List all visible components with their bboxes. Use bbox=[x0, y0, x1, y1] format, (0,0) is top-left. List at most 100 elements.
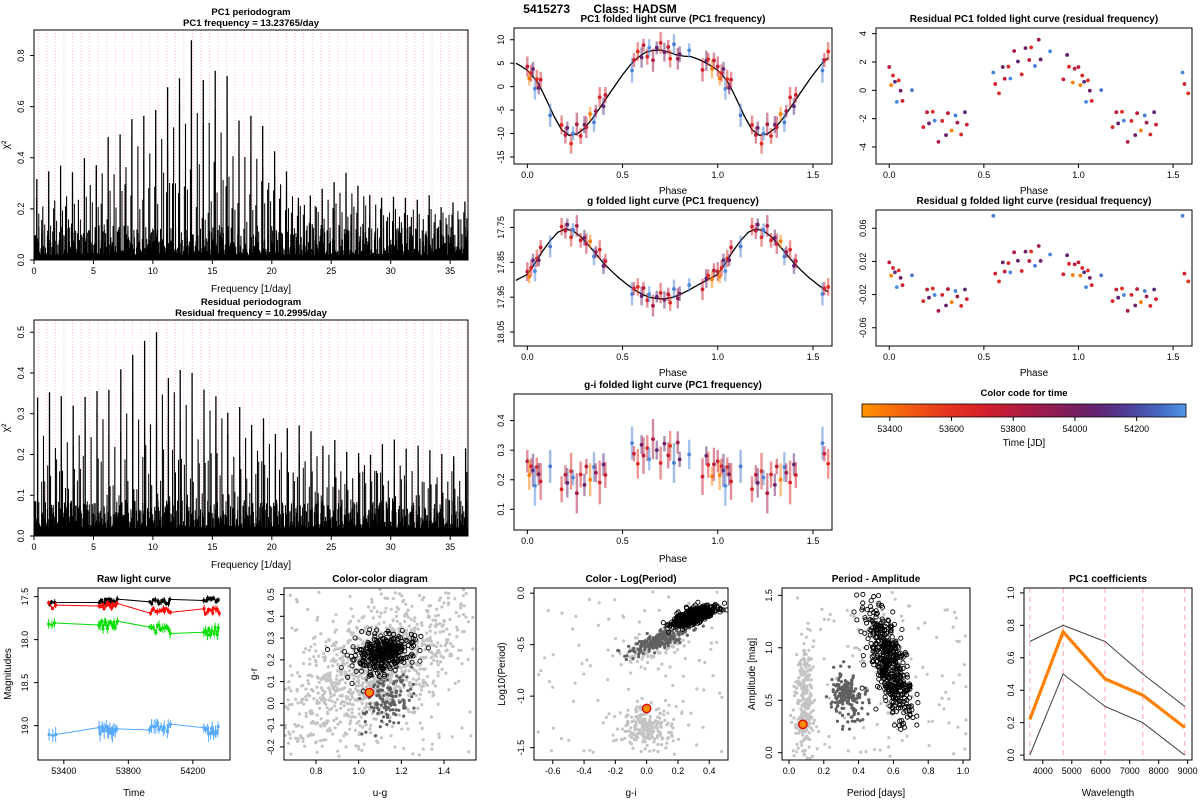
svg-text:PC1 frequency = 13.23765/day: PC1 frequency = 13.23765/day bbox=[183, 18, 320, 29]
svg-text:-4: -4 bbox=[858, 143, 868, 151]
svg-text:PC1 periodogram: PC1 periodogram bbox=[211, 7, 290, 18]
svg-text:5: 5 bbox=[91, 266, 96, 276]
panel-period-amplitude: 0.0 0.2 0.4 0.6 0.8 1.0 0.0 0.5 1.0 1.5 Period [da… bbox=[746, 572, 978, 800]
svg-text:-10: -10 bbox=[496, 127, 506, 140]
svg-text:0.0: 0.0 bbox=[1006, 749, 1016, 762]
svg-text:0.4: 0.4 bbox=[1006, 684, 1016, 697]
svg-text:1.0: 1.0 bbox=[1072, 170, 1085, 180]
svg-text:25: 25 bbox=[326, 542, 336, 552]
panel-gi-folded-light-curve: 0.0 0.5 1.0 1.5 0.1 0.2 0.3 0.4 Phase g-i folded … bbox=[486, 378, 842, 566]
svg-text:-15: -15 bbox=[496, 150, 506, 163]
svg-text:0.1: 0.1 bbox=[496, 503, 506, 516]
svg-text:Time: Time bbox=[123, 788, 145, 799]
svg-text:0.0: 0.0 bbox=[640, 766, 653, 776]
svg-text:17.5: 17.5 bbox=[20, 588, 30, 606]
panel-pc1-coefficients: 4000 5000 6000 7000 8000 9000 0.0 0.2 0.4 0.6 0.8 1… bbox=[994, 572, 1200, 800]
svg-text:-0.5: -0.5 bbox=[516, 637, 526, 653]
svg-text:53800: 53800 bbox=[116, 766, 141, 776]
svg-text:17.75: 17.75 bbox=[496, 216, 506, 239]
svg-text:Residual PC1 folded light curv: Residual PC1 folded light curve (residua… bbox=[910, 14, 1158, 25]
svg-text:5: 5 bbox=[496, 61, 506, 66]
svg-text:0.0: 0.0 bbox=[521, 352, 534, 362]
svg-text:4: 4 bbox=[858, 31, 868, 36]
svg-text:Magnitudes: Magnitudes bbox=[3, 648, 14, 700]
svg-text:10: 10 bbox=[148, 266, 158, 276]
svg-text:0.0: 0.0 bbox=[16, 254, 26, 267]
svg-text:0.0: 0.0 bbox=[266, 697, 276, 710]
svg-text:8000: 8000 bbox=[1149, 766, 1169, 776]
svg-text:10: 10 bbox=[496, 35, 506, 45]
svg-text:Residual g folded light curve: Residual g folded light curve (residual … bbox=[916, 196, 1151, 207]
svg-text:1.0: 1.0 bbox=[764, 642, 774, 655]
svg-text:35: 35 bbox=[445, 542, 455, 552]
svg-text:0.2: 0.2 bbox=[16, 203, 26, 216]
svg-text:6000: 6000 bbox=[1091, 766, 1111, 776]
svg-text:Period - Amplitude: Period - Amplitude bbox=[832, 574, 921, 585]
svg-text:0.5: 0.5 bbox=[978, 170, 991, 180]
svg-text:30: 30 bbox=[386, 266, 396, 276]
svg-text:Residual frequency = 10.2995/d: Residual frequency = 10.2995/day bbox=[175, 308, 328, 319]
svg-text:1.0: 1.0 bbox=[352, 766, 365, 776]
svg-text:1.2: 1.2 bbox=[395, 766, 408, 776]
svg-text:35: 35 bbox=[445, 266, 455, 276]
svg-text:1.0: 1.0 bbox=[1072, 352, 1085, 362]
panel-residual-periodogram: 0 5 10 15 20 25 30 35 0.0 0.1 0.2 0.3 0.4 0.5 Frequenc… bbox=[0, 296, 480, 572]
svg-text:χ²: χ² bbox=[1, 423, 12, 432]
svg-text:1.5: 1.5 bbox=[764, 589, 774, 602]
object-id: 5415273 bbox=[523, 2, 570, 16]
svg-text:0.0: 0.0 bbox=[764, 746, 774, 759]
svg-text:17.85: 17.85 bbox=[496, 251, 506, 274]
svg-text:g folded light curve (PC1 freq: g folded light curve (PC1 frequency) bbox=[587, 196, 759, 207]
svg-text:0.5: 0.5 bbox=[266, 588, 276, 601]
svg-text:Phase: Phase bbox=[1020, 368, 1049, 379]
svg-text:15: 15 bbox=[207, 266, 217, 276]
svg-text:0.0: 0.0 bbox=[521, 536, 534, 546]
svg-text:54000: 54000 bbox=[1062, 424, 1087, 434]
svg-text:0.4: 0.4 bbox=[852, 766, 865, 776]
svg-text:Raw light curve: Raw light curve bbox=[97, 574, 171, 585]
svg-text:0.02: 0.02 bbox=[858, 253, 868, 271]
svg-text:1.5: 1.5 bbox=[1167, 352, 1180, 362]
svg-text:Color code for time: Color code for time bbox=[980, 388, 1067, 399]
svg-text:g-r: g-r bbox=[249, 667, 260, 680]
svg-text:0.3: 0.3 bbox=[496, 444, 506, 457]
svg-text:1.5: 1.5 bbox=[807, 170, 820, 180]
panel-color-logperiod: -0.6 -0.4 -0.2 0.0 0.2 0.4 0.0 -0.5 -1.0 -1.5 g-i L… bbox=[496, 572, 734, 800]
svg-text:0.5: 0.5 bbox=[764, 694, 774, 707]
svg-text:-0.4: -0.4 bbox=[576, 766, 592, 776]
svg-text:-0.6: -0.6 bbox=[545, 766, 561, 776]
svg-text:0.0: 0.0 bbox=[883, 170, 896, 180]
svg-text:0.3: 0.3 bbox=[266, 632, 276, 645]
svg-text:0: 0 bbox=[858, 88, 868, 93]
svg-text:0.4: 0.4 bbox=[16, 367, 26, 380]
svg-text:0.8: 0.8 bbox=[1006, 619, 1016, 632]
svg-text:Time [JD]: Time [JD] bbox=[1003, 438, 1046, 449]
panel-raw-light-curve: 53400 53800 54200 17.5 18.0 18.5 19.0 Time Magni… bbox=[2, 572, 236, 800]
svg-text:0.0: 0.0 bbox=[516, 587, 526, 600]
panel-residual-pc1-folded-light-curve: 0.0 0.5 1.0 1.5 -4 -2 0 2 4 Phase Residual PC1 fol… bbox=[846, 12, 1200, 198]
svg-text:0.8: 0.8 bbox=[310, 766, 323, 776]
svg-text:u-g: u-g bbox=[373, 788, 387, 799]
svg-text:15: 15 bbox=[207, 542, 217, 552]
svg-text:0.4: 0.4 bbox=[703, 766, 716, 776]
svg-text:Phase: Phase bbox=[659, 554, 688, 565]
svg-text:Phase: Phase bbox=[659, 186, 688, 197]
svg-text:30: 30 bbox=[386, 542, 396, 552]
svg-text:0.4: 0.4 bbox=[266, 610, 276, 623]
svg-text:-0.2: -0.2 bbox=[266, 739, 276, 755]
svg-text:53800: 53800 bbox=[1001, 424, 1026, 434]
svg-text:g-i folded light curve (PC1 fr: g-i folded light curve (PC1 frequency) bbox=[584, 380, 762, 391]
svg-text:0.5: 0.5 bbox=[978, 352, 991, 362]
svg-text:1.0: 1.0 bbox=[1006, 587, 1016, 600]
svg-text:Phase: Phase bbox=[1020, 186, 1049, 197]
svg-text:20: 20 bbox=[267, 266, 277, 276]
svg-text:0.6: 0.6 bbox=[887, 766, 900, 776]
svg-text:19.0: 19.0 bbox=[20, 717, 30, 735]
svg-text:54200: 54200 bbox=[1124, 424, 1149, 434]
panel-color-color-diagram: 0.8 1.0 1.2 1.4 -0.2 -0.1 0.0 0.1 0.2 0.3 0.4 0.5 u-… bbox=[248, 572, 482, 800]
svg-text:1.4: 1.4 bbox=[438, 766, 451, 776]
panel-residual-g-folded-light-curve: 0.0 0.5 1.0 1.5 -0.06 -0.02 0.02 0.06 Phase Resid… bbox=[846, 194, 1200, 380]
svg-text:0.2: 0.2 bbox=[672, 766, 685, 776]
svg-text:-0.2: -0.2 bbox=[608, 766, 624, 776]
